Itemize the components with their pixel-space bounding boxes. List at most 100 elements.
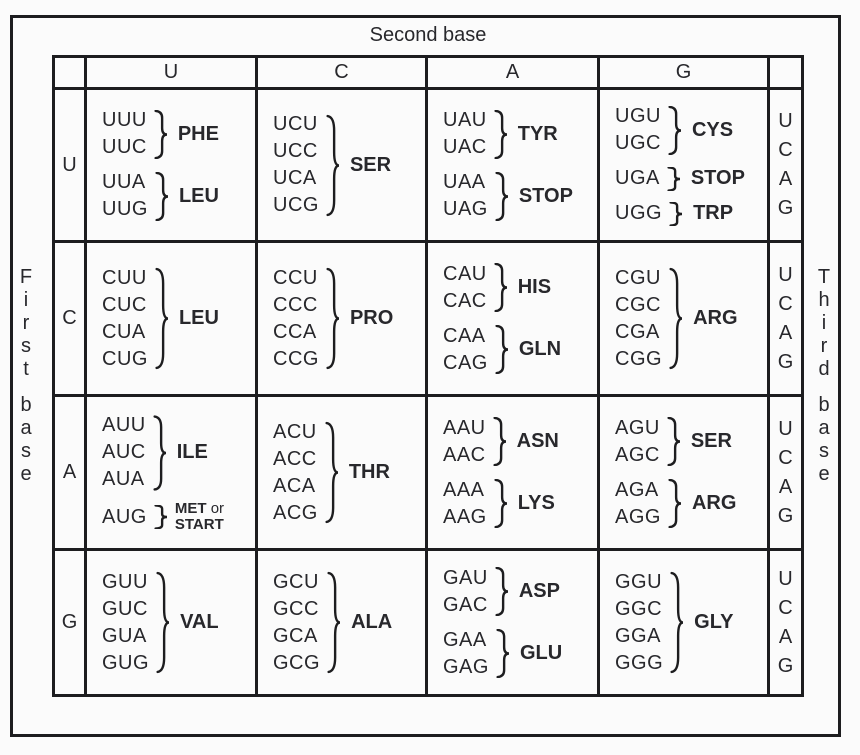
row-header-A: A	[55, 397, 87, 551]
cell-GU: GUU GUC GUA GUG VAL	[87, 551, 258, 694]
cell-GA: GAU GAC ASP GAA GAG GLU	[428, 551, 600, 694]
cell-AC: ACU ACC ACA ACG THR	[258, 397, 428, 551]
third-base-letter: A	[778, 321, 793, 344]
codon-list: AGA AGG	[615, 477, 661, 531]
codon-group: CCU CCC CCA CCG PRO	[273, 265, 393, 373]
codon-group: UUU UUC PHE	[102, 107, 219, 161]
amino-acid-label: STOP	[518, 184, 573, 207]
codon-group: GAA GAG GLU	[443, 627, 562, 681]
codon-list: UAU UAC	[443, 107, 487, 161]
amino-acid-label: GLN	[518, 338, 562, 360]
right-brace-icon	[327, 571, 340, 674]
third-base-letter: A	[778, 625, 793, 648]
codon: CUA	[102, 320, 146, 343]
amino-acid-label: ASP	[518, 580, 560, 602]
codon-group: AGU AGC SER	[615, 415, 732, 469]
codon: ACU	[273, 420, 317, 443]
codon: CCA	[273, 320, 317, 343]
codon: ACC	[273, 447, 317, 470]
codon: AUA	[102, 468, 145, 490]
codon: GUA	[102, 624, 147, 647]
amino-acid-label: PHE	[177, 122, 219, 145]
codon-group: UUA UUG LEU	[102, 169, 219, 223]
codon: CCU	[273, 266, 318, 289]
codon-group: UGG TRP	[615, 200, 733, 227]
codon: GCU	[273, 570, 319, 593]
codon: UAU	[443, 109, 487, 131]
codon: CAG	[443, 351, 488, 374]
amino-acid-label: VAL	[180, 611, 219, 633]
right-brace-icon	[325, 421, 338, 524]
amino-acid-label: TYR	[517, 122, 558, 145]
codon-list: AGU AGC	[615, 415, 660, 469]
codon-group: GAU GAC ASP	[443, 565, 560, 619]
codon: GAA	[443, 628, 487, 651]
codon-list: UGA	[615, 165, 660, 192]
amino-acid-label: ARG	[693, 307, 738, 329]
cell-CG: CGU CGC CGA CGG ARG	[600, 243, 770, 397]
codon-list: GUU GUC GUA GUG	[102, 569, 149, 677]
right-brace-icon	[669, 267, 682, 370]
amino-acid-label: MET or START	[174, 500, 225, 533]
codon: UUG	[102, 198, 148, 220]
codon: CGG	[615, 347, 663, 370]
amino-acid-label: ALA	[351, 611, 393, 633]
right-brace-icon	[494, 479, 507, 528]
right-brace-icon	[668, 479, 681, 528]
codon: CAA	[443, 324, 486, 347]
amino-acid-label: LYS	[517, 492, 555, 514]
amino-acid-label: GLU	[519, 642, 563, 664]
third-base-letter: C	[778, 596, 793, 619]
codon-list: GAA GAG	[443, 627, 489, 681]
codon: GCC	[273, 597, 319, 620]
cell-UC: UCU UCC UCA UCG SER	[258, 90, 428, 243]
amino-acid-label: ARG	[691, 492, 737, 514]
third-base-letter: U	[778, 110, 793, 132]
codon-list: CAA CAG	[443, 323, 488, 377]
codon-group: CGU CGC CGA CGG ARG	[615, 265, 738, 373]
third-base-cell-G: U C A G	[770, 551, 801, 694]
codon-group: GGU GGC GGA GGG GLY	[615, 569, 733, 677]
right-brace-icon	[667, 417, 680, 466]
codon-list: ACU ACC ACA ACG	[273, 419, 318, 527]
right-brace-icon	[670, 571, 683, 674]
third-base-letter: G	[777, 654, 794, 677]
codon-group: CAA CAG GLN	[443, 323, 561, 377]
codon: UCG	[273, 194, 319, 216]
codon: AGA	[615, 478, 659, 501]
codon-list: CUU CUC CUA CUG	[102, 265, 148, 373]
third-base-letter: C	[778, 139, 793, 161]
codon: UGC	[615, 132, 661, 154]
codon-list: CGU CGC CGA CGG	[615, 265, 662, 373]
codon-list: UGG	[615, 200, 662, 227]
amino-acid-label: ILE	[176, 441, 208, 463]
codon-list: UUA UUG	[102, 169, 148, 223]
row-header-G: G	[55, 551, 87, 694]
right-brace-icon	[326, 114, 339, 217]
codon: GCG	[273, 651, 321, 674]
codon: UUA	[102, 171, 146, 193]
codon: UCA	[273, 167, 317, 189]
codon-group: CUU CUC CUA CUG LEU	[102, 265, 219, 373]
corner-cell-right	[770, 58, 801, 90]
codon: UAA	[443, 171, 486, 193]
third-base-letter: U	[778, 263, 793, 286]
right-brace-icon	[493, 417, 506, 466]
right-brace-icon	[156, 571, 169, 674]
codon: CUU	[102, 266, 147, 289]
codon-group: ACU ACC ACA ACG THR	[273, 419, 390, 527]
codon-list: UUU UUC	[102, 107, 147, 161]
codon: UAG	[443, 198, 488, 220]
codon-group: AAA AAG LYS	[443, 477, 555, 531]
codon: CGC	[615, 293, 661, 316]
codon: AUG	[102, 505, 147, 528]
cell-GG: GGU GGC GGA GGG GLY	[600, 551, 770, 694]
right-brace-icon	[496, 629, 509, 678]
right-brace-icon	[667, 167, 680, 191]
third-base-letter: U	[778, 417, 793, 440]
amino-acid-label: SER	[690, 430, 732, 452]
codon: UGU	[615, 105, 661, 127]
